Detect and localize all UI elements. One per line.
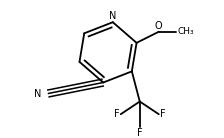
Text: F: F bbox=[160, 109, 166, 119]
Text: CH₃: CH₃ bbox=[178, 27, 194, 36]
Text: N: N bbox=[109, 11, 116, 21]
Text: O: O bbox=[155, 21, 163, 31]
Text: F: F bbox=[114, 109, 119, 119]
Text: F: F bbox=[137, 128, 142, 138]
Text: N: N bbox=[34, 89, 41, 99]
